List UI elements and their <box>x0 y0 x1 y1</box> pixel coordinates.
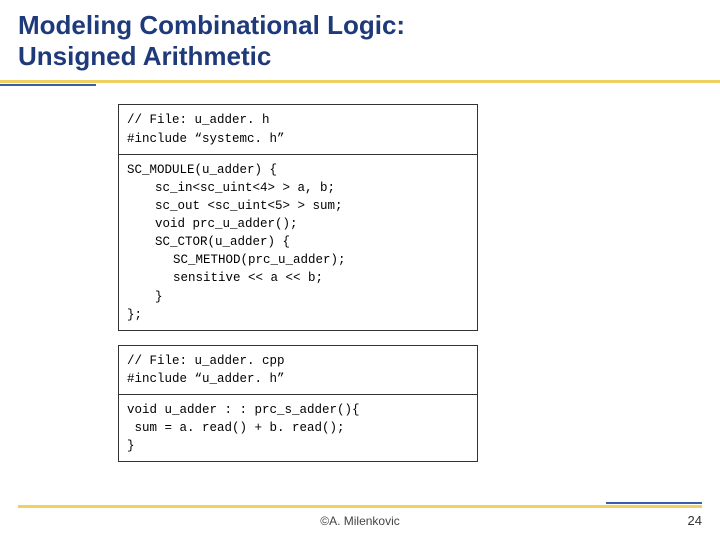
code-section-1b: SC_MODULE(u_adder) { sc_in<sc_uint<4> > … <box>119 154 477 330</box>
code-line: // File: u_adder. cpp <box>127 354 285 368</box>
footer: ©A. Milenkovic <box>0 502 720 528</box>
code-line: // File: u_adder. h <box>127 113 270 127</box>
code-line: void prc_u_adder(); <box>127 215 469 233</box>
code-section-2a: // File: u_adder. cpp #include “u_adder.… <box>119 346 477 394</box>
code-line: } <box>127 439 135 453</box>
code-box-header: // File: u_adder. h #include “systemc. h… <box>118 104 478 330</box>
code-line: sensitive << a << b; <box>127 269 469 287</box>
footer-author: ©A. Milenkovic <box>18 514 702 528</box>
code-line: sum = a. read() + b. read(); <box>127 421 345 435</box>
footer-lines <box>18 502 702 508</box>
code-line: } <box>127 288 469 306</box>
footer-blue-short <box>606 502 702 504</box>
footer-yellow <box>18 505 702 508</box>
underline-blue-short <box>0 84 96 86</box>
underline-yellow <box>0 80 720 83</box>
code-line: }; <box>127 308 142 322</box>
slide-title: Modeling Combinational Logic: Unsigned A… <box>18 10 702 72</box>
content-area: // File: u_adder. h #include “systemc. h… <box>18 104 702 462</box>
title-line-1: Modeling Combinational Logic: <box>18 10 405 40</box>
code-line: #include “systemc. h” <box>127 132 285 146</box>
slide-container: Modeling Combinational Logic: Unsigned A… <box>0 0 720 540</box>
code-line: #include “u_adder. h” <box>127 372 285 386</box>
code-box-cpp: // File: u_adder. cpp #include “u_adder.… <box>118 345 478 463</box>
code-line: sc_out <sc_uint<5> > sum; <box>127 197 469 215</box>
title-line-2: Unsigned Arithmetic <box>18 41 271 71</box>
code-section-1a: // File: u_adder. h #include “systemc. h… <box>119 105 477 153</box>
code-section-2b: void u_adder : : prc_s_adder(){ sum = a.… <box>119 394 477 461</box>
code-line: sc_in<sc_uint<4> > a, b; <box>127 179 469 197</box>
code-line: SC_METHOD(prc_u_adder); <box>127 251 469 269</box>
code-line: SC_CTOR(u_adder) { <box>127 233 469 251</box>
code-line: void u_adder : : prc_s_adder(){ <box>127 403 360 417</box>
page-number: 24 <box>688 513 702 528</box>
title-underline <box>18 80 702 86</box>
code-line: SC_MODULE(u_adder) { <box>127 163 277 177</box>
